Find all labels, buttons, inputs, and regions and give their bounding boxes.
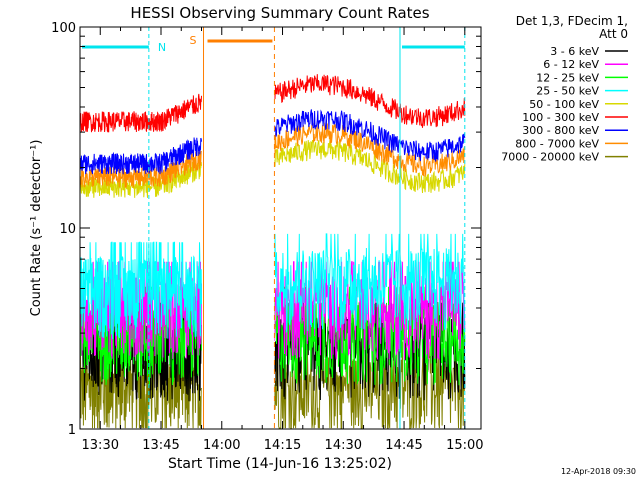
legend-label: 100 - 300 keV xyxy=(522,111,599,124)
y-tick-label: 100 xyxy=(51,21,76,36)
saa-label: S xyxy=(190,34,197,47)
series-line-12-25keV xyxy=(273,286,466,386)
y-axis-label: Count Rate (s⁻¹ detector⁻¹) xyxy=(29,140,44,317)
legend-label: 6 - 12 keV xyxy=(543,58,599,71)
legend-label: 7000 - 20000 keV xyxy=(501,151,599,164)
x-tick-label: 14:00 xyxy=(203,438,240,453)
legend-label: 800 - 7000 keV xyxy=(515,137,599,150)
chart-title: HESSI Observing Summary Count Rates xyxy=(130,4,429,22)
series-line-300-800keV xyxy=(79,137,202,175)
legend-label: 12 - 25 keV xyxy=(536,71,599,84)
series-line-100-300keV xyxy=(79,93,202,133)
legend-label: 50 - 100 keV xyxy=(529,98,599,111)
x-axis-label: Start Time (14-Jun-16 13:25:02) xyxy=(168,456,392,472)
x-tick-label: 13:45 xyxy=(142,438,179,453)
x-tick-label: 14:15 xyxy=(264,438,301,453)
series-line-800-7000keV xyxy=(79,148,202,188)
series-line-300-800keV xyxy=(273,109,466,162)
series-line-50-100keV xyxy=(273,139,466,194)
y-tick-label: 10 xyxy=(59,222,76,237)
overlay-layer: NS xyxy=(82,27,466,429)
legend-header-line1: Det 1,3, FDecim 1, xyxy=(516,14,628,28)
night-label: N xyxy=(158,41,166,54)
series-line-25-50keV xyxy=(79,241,202,340)
series-line-25-50keV xyxy=(273,233,465,333)
x-tick-label: 13:30 xyxy=(82,438,119,453)
legend-label: 300 - 800 keV xyxy=(522,124,599,137)
saa-blank xyxy=(203,27,275,429)
timestamp: 12-Apr-2018 09:30 xyxy=(561,467,636,476)
legend-header-line2: Att 0 xyxy=(599,27,628,41)
x-tick-label: 15:00 xyxy=(446,438,483,453)
legend-label: 25 - 50 keV xyxy=(536,85,599,98)
series-line-800-7000keV xyxy=(273,122,466,177)
legend-label: 3 - 6 keV xyxy=(550,45,599,58)
series-layer xyxy=(79,74,466,429)
axis-layer: 1 10 100 13:30 13:45 14:00 14:15 14:30 14:45 15:0… xyxy=(51,21,483,453)
x-tick-label: 14:45 xyxy=(385,438,422,453)
series-line-100-300keV xyxy=(273,74,466,128)
y-tick-label: 1 xyxy=(68,423,76,438)
x-tick-label: 14:30 xyxy=(325,438,362,453)
